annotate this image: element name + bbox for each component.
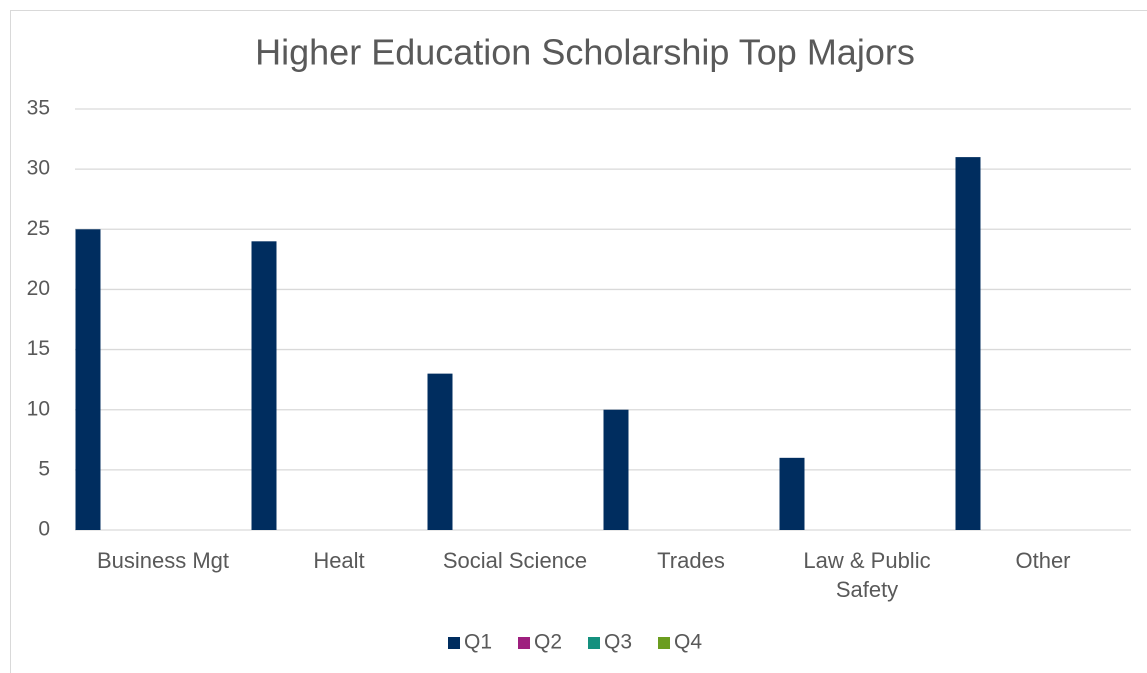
chart-title: Higher Education Scholarship Top Majors — [255, 32, 915, 73]
x-tick-label: Healt — [313, 548, 365, 573]
y-tick-label: 10 — [27, 397, 50, 420]
legend-label: Q1 — [464, 631, 492, 654]
y-tick-label: 25 — [27, 217, 50, 240]
y-tick-label: 35 — [27, 97, 50, 120]
bar — [75, 229, 101, 531]
y-tick-label: 20 — [27, 277, 50, 300]
x-tick-label: Other — [1015, 548, 1071, 573]
bar — [427, 373, 453, 530]
legend-label: Q2 — [534, 631, 562, 654]
x-tick-label: Social Science — [442, 548, 588, 573]
x-tick-label: Law & Public Safety — [803, 548, 931, 602]
bar — [251, 241, 277, 531]
legend-swatch — [588, 637, 600, 649]
x-tick-label: Trades — [657, 548, 725, 573]
legend-label: Q3 — [604, 631, 632, 654]
bar — [779, 457, 805, 530]
chart-border — [10, 10, 1147, 673]
bar — [603, 409, 629, 530]
bar — [955, 157, 981, 530]
y-tick-label: 30 — [27, 157, 50, 180]
legend-swatch — [518, 637, 530, 649]
legend-swatch — [658, 637, 670, 649]
legend-label: Q4 — [674, 631, 702, 654]
y-tick-label: 5 — [38, 457, 50, 480]
legend-swatch — [448, 637, 460, 649]
y-tick-label: 0 — [38, 518, 50, 541]
y-tick-label: 15 — [27, 337, 50, 360]
x-tick-label: Business Mgt — [96, 548, 230, 573]
